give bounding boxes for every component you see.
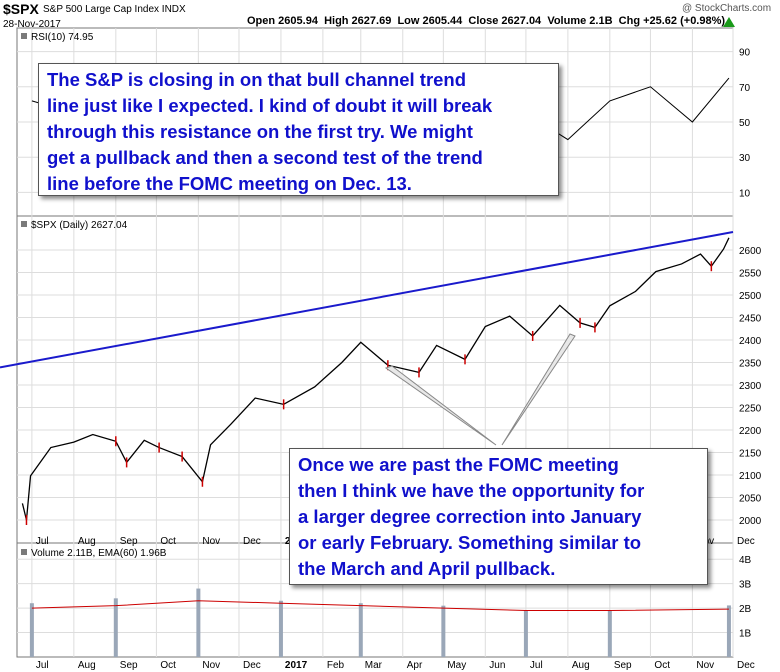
x-tick-label-bottom: Sep xyxy=(614,660,632,671)
x-tick-label-bottom: Oct xyxy=(654,660,670,671)
volume-bar xyxy=(278,600,283,657)
rsi-tick-label: 10 xyxy=(739,188,751,199)
volume-bar xyxy=(196,588,201,657)
volume-tick-label: 1B xyxy=(739,629,752,640)
x-tick-label-mid: Oct xyxy=(160,536,176,547)
pointer-august xyxy=(501,333,576,446)
price-tick-label: 2550 xyxy=(739,269,762,280)
price-tick-label: 2450 xyxy=(739,314,762,325)
price-legend-swatch xyxy=(21,221,27,227)
rsi-tick-label: 30 xyxy=(739,153,751,164)
price-tick-label: 2050 xyxy=(739,494,762,505)
price-tick-label: 2600 xyxy=(739,246,762,257)
exchange-label: INDX xyxy=(161,4,186,15)
price-tick-label: 2200 xyxy=(739,426,762,437)
change-up-icon xyxy=(723,17,735,27)
x-tick-label-mid: Aug xyxy=(78,536,96,547)
volume-tick-label: 4B xyxy=(739,555,752,566)
change-value: Chg +25.62 (+0.98%) xyxy=(618,15,726,27)
x-tick-label-bottom: Sep xyxy=(120,660,138,671)
ticker-symbol: $SPX xyxy=(3,1,39,17)
pointer-march-april xyxy=(384,365,497,446)
watermark: @ StockCharts.com xyxy=(682,3,772,14)
volume-panel-label: Volume 2.11B, EMA(60) 1.96B xyxy=(31,548,167,559)
x-tick-label-bottom: Aug xyxy=(572,660,590,671)
price-tick-label: 2100 xyxy=(739,471,762,482)
rsi-tick-label: 90 xyxy=(739,48,751,59)
volume-bar xyxy=(358,603,363,657)
x-tick-label-mid: Nov xyxy=(202,536,220,547)
price-tick-label: 2500 xyxy=(739,291,762,302)
x-tick-label-bottom: May xyxy=(447,660,466,671)
x-tick-label-mid: Dec xyxy=(243,536,261,547)
channel-trendline xyxy=(0,231,734,369)
volume-value: Volume 2.1B xyxy=(547,15,613,27)
x-tick-label-bottom: Jul xyxy=(36,660,49,671)
x-tick-label-mid: Dec xyxy=(737,536,755,547)
x-tick-label-bottom: Aug xyxy=(78,660,96,671)
high-value: High 2627.69 xyxy=(324,15,392,27)
price-tick-label: 2350 xyxy=(739,359,762,370)
x-tick-label-bottom: 2017 xyxy=(285,660,308,671)
open-value: Open 2605.94 xyxy=(247,15,318,27)
price-tick-label: 2400 xyxy=(739,336,762,347)
x-tick-label-bottom: Jun xyxy=(489,660,505,671)
price-panel-label: $SPX (Daily) 2627.04 xyxy=(31,220,128,231)
volume-legend-swatch xyxy=(21,549,27,555)
rsi-tick-label: 50 xyxy=(739,118,751,129)
x-tick-label-bottom: Dec xyxy=(243,660,261,671)
top-annotation: The S&P is closing in on that bull chann… xyxy=(38,63,559,196)
volume-bar xyxy=(726,605,731,657)
x-tick-label-bottom: Nov xyxy=(696,660,714,671)
x-tick-label-mid: Sep xyxy=(120,536,138,547)
x-tick-label-bottom: Jul xyxy=(530,660,543,671)
quote-line: Open 2605.94 High 2627.69 Low 2605.44 Cl… xyxy=(247,15,725,27)
price-tick-label: 2300 xyxy=(739,381,762,392)
close-value: Close 2627.04 xyxy=(468,15,542,27)
price-tick-label: 2000 xyxy=(739,516,762,527)
x-tick-label-bottom: Oct xyxy=(160,660,176,671)
x-tick-label-mid: Jul xyxy=(36,536,49,547)
chart-date: 28-Nov-2017 xyxy=(3,19,61,30)
x-tick-label-bottom: Dec xyxy=(737,660,755,671)
volume-bar xyxy=(29,603,34,657)
x-tick-label-bottom: Apr xyxy=(407,660,423,671)
rsi-legend-swatch xyxy=(21,33,27,39)
x-tick-label-bottom: Feb xyxy=(327,660,345,671)
x-tick-label-bottom: Mar xyxy=(365,660,383,671)
volume-tick-label: 2B xyxy=(739,604,752,615)
volume-ema-line xyxy=(31,600,729,612)
volume-bar xyxy=(113,598,118,657)
rsi-panel-label: RSI(10) 74.95 xyxy=(31,32,94,43)
rsi-tick-label: 70 xyxy=(739,83,751,94)
volume-tick-label: 3B xyxy=(739,580,752,591)
index-name-text: S&P 500 Large Cap Index xyxy=(43,4,160,15)
price-tick-label: 2150 xyxy=(739,449,762,460)
volume-bar xyxy=(523,610,528,657)
x-tick-label-bottom: Nov xyxy=(202,660,220,671)
low-value: Low 2605.44 xyxy=(397,15,463,27)
index-name: S&P 500 Large Cap Index INDX xyxy=(43,4,186,15)
price-tick-label: 2250 xyxy=(739,404,762,415)
volume-bar xyxy=(441,605,446,657)
volume-bar xyxy=(607,610,612,657)
bottom-annotation: Once we are past the FOMC meeting then I… xyxy=(289,448,708,585)
